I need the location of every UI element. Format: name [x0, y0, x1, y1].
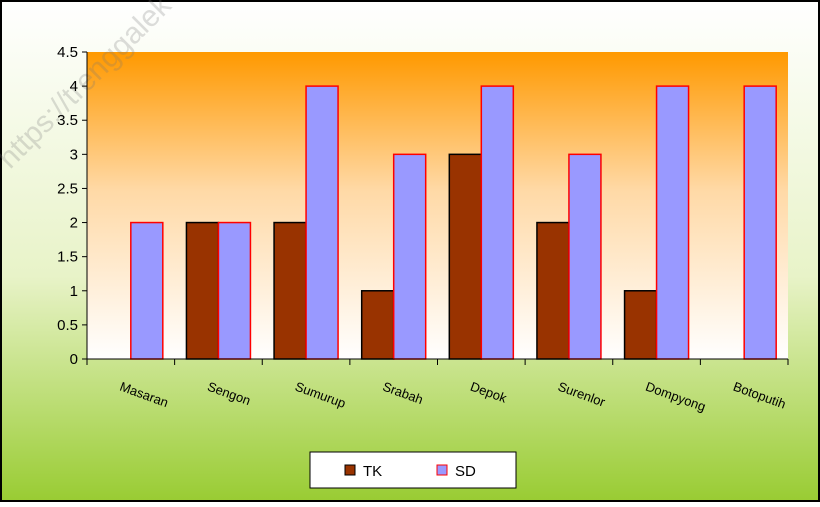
y-tick-label: 2.5	[57, 180, 78, 197]
y-tick-label: 4.5	[57, 44, 78, 61]
bar-sd-sengon	[217, 221, 252, 360]
y-tick-label: 0.5	[57, 317, 78, 334]
bar-sd-botoputih	[743, 85, 777, 360]
y-tick-label: 1.5	[57, 249, 78, 266]
y-tick-label: 1	[70, 283, 78, 300]
bar-sd-depok	[480, 85, 515, 360]
bar-tk-sengon	[185, 221, 220, 360]
y-tick-label: 4	[70, 78, 78, 95]
bar-tk-sumurup	[273, 221, 307, 360]
bar-sd-sumurup	[305, 85, 339, 360]
bar-tk-depok	[448, 153, 483, 360]
legend-swatch-sd	[436, 464, 448, 476]
bar-sd-surenlor	[568, 153, 602, 360]
bar-tk-surenlor	[536, 221, 570, 360]
y-tick-label: 2	[70, 215, 78, 232]
bar-sd-masaran	[130, 221, 164, 360]
legend-label-tk: TK	[363, 463, 382, 480]
legend: TK SD	[309, 451, 517, 489]
bar-tk-srabah	[360, 290, 395, 360]
bar-sd-dompyong	[655, 85, 690, 360]
y-tick-label: 3	[70, 146, 78, 163]
legend-box	[309, 451, 517, 489]
legend-label-sd: SD	[455, 463, 476, 480]
bar-tk-dompyong	[623, 290, 658, 360]
legend-swatch-tk	[344, 464, 356, 476]
bar-sd-srabah	[392, 153, 427, 360]
y-tick-label: 0	[70, 351, 78, 368]
y-tick-label: 3.5	[57, 112, 78, 129]
